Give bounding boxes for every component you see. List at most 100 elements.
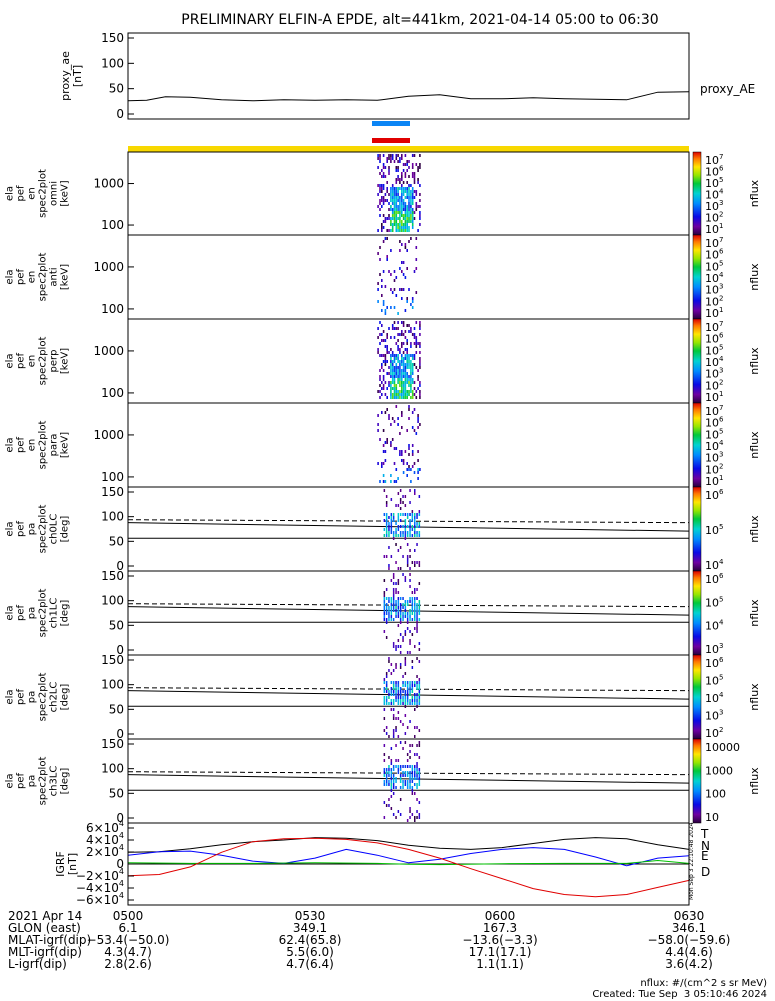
spectrogram-cell xyxy=(379,354,381,357)
spectrogram-cell xyxy=(406,753,409,756)
spectrogram-cell xyxy=(393,214,396,217)
footer-value: −58.0(−59.6) xyxy=(647,933,731,947)
spectrogram-cell xyxy=(402,190,405,193)
footer-value: 6.1 xyxy=(118,921,138,935)
spectrogram-cell xyxy=(415,163,418,166)
spectrogram-cell xyxy=(382,450,385,453)
spectrogram-cell xyxy=(395,591,397,594)
spectrogram-cell xyxy=(406,543,409,546)
spectrogram-cell xyxy=(415,193,418,196)
spectrogram-cell xyxy=(388,657,390,660)
spectrogram-cell xyxy=(401,193,403,196)
spectrogram-cell xyxy=(395,588,397,591)
y-axis-label: spec2plot xyxy=(38,757,49,806)
spectrogram-cell xyxy=(416,609,418,612)
spectrogram-cell xyxy=(377,390,379,393)
spectrogram-cell xyxy=(390,396,392,399)
spectrogram-cell xyxy=(411,300,414,303)
spectrogram-cell xyxy=(406,687,409,690)
spectrogram-cell xyxy=(411,777,414,780)
spectrogram-cell xyxy=(397,603,400,606)
spectrogram-cell xyxy=(385,804,388,807)
spectrogram-cell xyxy=(409,756,411,759)
spectrogram-cell xyxy=(399,196,401,199)
spectrogram-cell xyxy=(404,783,407,786)
spectrogram-cell xyxy=(395,369,398,372)
spectrogram-cell xyxy=(414,708,416,711)
spectrogram-cell xyxy=(408,214,410,217)
spectrogram-cell xyxy=(408,390,410,393)
spectrogram-cell xyxy=(418,495,421,498)
spectrogram-cell xyxy=(386,441,388,444)
spectrogram-cell xyxy=(418,522,421,525)
spectrogram-cell xyxy=(411,699,414,702)
spectrogram-cell xyxy=(414,522,416,525)
spectrogram-cell xyxy=(390,531,393,534)
spectrogram-cell xyxy=(404,663,407,666)
spectrogram-cell xyxy=(397,178,399,181)
colorbar-tick: 100 xyxy=(705,788,726,801)
spectrogram-cell xyxy=(402,555,404,558)
spectrogram-cell xyxy=(419,393,421,396)
colorbar-exponent: 5 xyxy=(719,674,723,682)
spectrogram-cell xyxy=(414,492,416,495)
spectrogram-cell xyxy=(404,163,407,166)
spectrogram-cell xyxy=(409,702,411,705)
spectrogram-cell xyxy=(395,294,398,297)
spectrogram-cell xyxy=(409,810,411,813)
spectrogram-cell xyxy=(386,199,388,202)
spectrogram-cell xyxy=(406,214,408,217)
spectrogram-cell xyxy=(390,354,392,357)
spectrogram-cell xyxy=(404,387,407,390)
spectrogram-cell xyxy=(381,333,383,336)
spectrogram-cell xyxy=(402,459,405,462)
spectrogram-cell xyxy=(391,229,394,232)
spectrogram-cell xyxy=(391,387,394,390)
spectrogram-cell xyxy=(408,393,410,396)
spectrogram-cell xyxy=(385,777,388,780)
spectrogram-cell xyxy=(397,208,399,211)
spectrogram-cell xyxy=(390,516,393,519)
y-tick-label: 0 xyxy=(116,559,124,573)
spectrogram-cell xyxy=(399,178,401,181)
colorbar-exponent: 2 xyxy=(719,378,723,386)
spectrogram-cell xyxy=(416,783,418,786)
spectrogram-cell xyxy=(395,726,397,729)
spectrogram-cell xyxy=(383,489,386,492)
spectrogram-cell xyxy=(383,702,386,705)
y-axis-label: ela xyxy=(5,521,16,536)
spectrogram-cell xyxy=(416,606,418,609)
spectrogram-cell xyxy=(404,600,407,603)
spectrogram-cell xyxy=(377,157,379,160)
spectrogram-cell xyxy=(383,528,386,531)
spectrogram-cell xyxy=(415,237,418,240)
spectrogram-cell xyxy=(410,217,412,220)
spectrogram-cell xyxy=(395,696,397,699)
spectrogram-cell xyxy=(390,480,392,483)
spectrogram-cell xyxy=(395,663,397,666)
spectrogram-cell xyxy=(418,564,421,567)
spectrogram-cell xyxy=(401,270,403,273)
spectrogram-cell xyxy=(409,609,411,612)
y-axis-label: spec2plot xyxy=(38,337,49,386)
colorbar-exponent: 5 xyxy=(719,427,723,435)
spectrogram-cell xyxy=(397,810,400,813)
spectrogram-cell xyxy=(418,729,421,732)
spectrogram-cell xyxy=(399,366,401,369)
spectrogram-cell xyxy=(409,642,411,645)
spectrogram-cell xyxy=(385,618,388,621)
spectrogram-cell xyxy=(395,522,397,525)
spectrogram-cell xyxy=(379,384,381,387)
spectrogram-cell xyxy=(411,220,414,223)
spectrogram-cell xyxy=(411,163,414,166)
spectrogram-cell xyxy=(415,396,418,399)
spectrogram-cell xyxy=(413,217,416,220)
spectrogram-cell xyxy=(406,627,409,630)
spectrogram-cell xyxy=(399,693,402,696)
spectrogram-cell xyxy=(410,354,412,357)
spectrogram-cell xyxy=(410,330,412,333)
spectrogram-cell xyxy=(399,513,402,516)
spectrogram-cell xyxy=(406,366,408,369)
colorbar-tick: 101 xyxy=(705,474,723,488)
